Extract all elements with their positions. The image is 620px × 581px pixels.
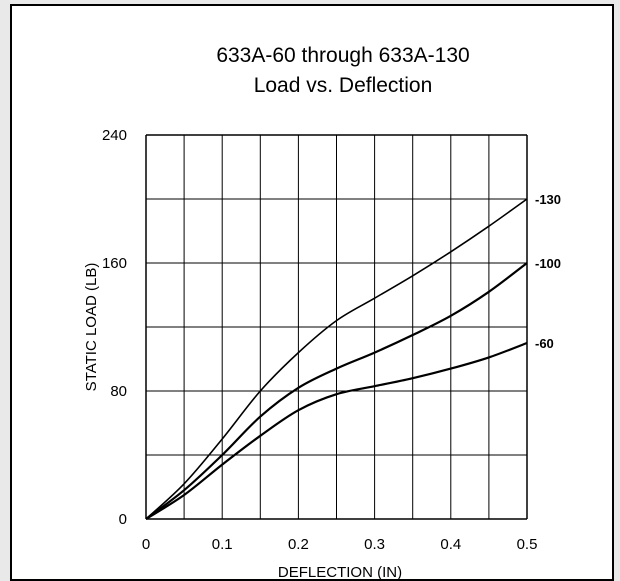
y-tick-label: 240 — [102, 127, 127, 144]
chart-title: 633A-60 through 633A-130 — [216, 44, 469, 67]
chart-subtitle: Load vs. Deflection — [254, 74, 433, 97]
chart-panel — [10, 4, 614, 581]
y-axis-label: STATIC LOAD (LB) — [83, 263, 100, 392]
series-line-100 — [145, 262, 528, 520]
x-axis-label: DEFLECTION (IN) — [278, 564, 402, 581]
x-tick-label: 0.2 — [288, 536, 309, 553]
series-group: -130 -100 -60 — [145, 192, 561, 520]
series-line-60 — [145, 341, 528, 520]
y-tick-label: 80 — [110, 383, 127, 400]
series-label-60: -60 — [535, 336, 554, 351]
x-tick-label: 0.1 — [212, 536, 233, 553]
grid — [145, 134, 528, 520]
x-tick-label: 0.5 — [517, 536, 538, 553]
series-label-100: -100 — [535, 256, 561, 271]
y-tick-label: 0 — [119, 511, 127, 528]
x-tick-label: 0.4 — [440, 536, 461, 553]
x-tick-label: 0.3 — [364, 536, 385, 553]
series-line-130 — [145, 198, 528, 520]
y-tick-label: 160 — [102, 255, 127, 272]
series-label-130: -130 — [535, 192, 561, 207]
tick-labels: 0 0.1 0.2 0.3 0.4 0.5 0 80 160 240 — [102, 127, 537, 553]
x-tick-label: 0 — [142, 536, 150, 553]
